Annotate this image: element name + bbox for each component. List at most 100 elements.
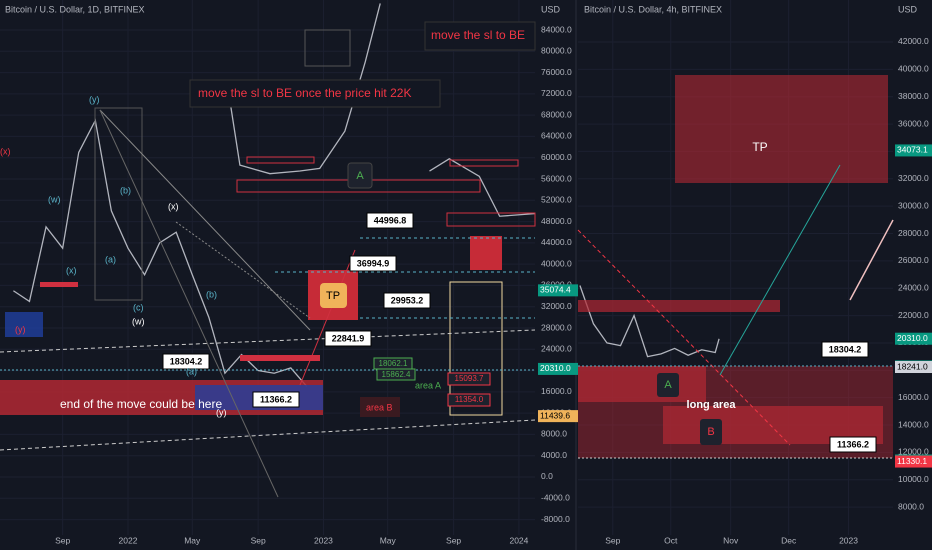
price-label: [538, 410, 578, 423]
x-tick-label: 2022: [119, 535, 138, 545]
y-tick-label: 22000.0: [898, 310, 929, 320]
note-box: [424, 21, 536, 51]
wave-label: (y): [89, 94, 100, 104]
label: TP: [326, 290, 340, 302]
note: move the sl to BE: [431, 28, 525, 42]
wave-label: (b): [120, 185, 131, 195]
y-tick-label: 12000.0: [898, 447, 929, 457]
zone: [40, 282, 78, 287]
callout: [447, 393, 491, 407]
label-box: [320, 283, 347, 308]
axis-label: USD: [898, 4, 918, 14]
trend: [719, 164, 841, 376]
y-tick-label: 36000.0: [898, 118, 929, 128]
callout: [383, 292, 431, 309]
label: TP: [752, 140, 767, 154]
y-tick-label: 40000.0: [898, 64, 929, 74]
zone: [449, 159, 519, 167]
callout-text: 18304.2: [170, 356, 203, 366]
trend: [0, 329, 536, 353]
price-line: [229, 3, 381, 175]
tp-zone: [675, 75, 888, 183]
y-tick-label: 32000.0: [541, 301, 572, 311]
note: end of the move could be here: [60, 397, 222, 411]
trend: [175, 221, 311, 319]
y-tick-label: 72000.0: [541, 88, 572, 98]
wave-label: (x): [168, 201, 179, 211]
price-label: [895, 332, 932, 345]
label-box: [347, 162, 373, 189]
zone: [246, 156, 315, 164]
zone: [578, 300, 780, 312]
y-tick-label: 8000.0: [898, 501, 924, 511]
price-label-text: 20310.0: [897, 333, 928, 343]
price-line: [579, 285, 720, 358]
chart-title: Bitcoin / U.S. Dollar, 1D, BITFINEX: [5, 4, 145, 14]
y-tick-label: 16000.0: [541, 386, 572, 396]
trend: [849, 219, 894, 301]
wave-label: (x): [0, 146, 11, 156]
wave-label: (y): [216, 407, 227, 417]
wave-label: (c): [133, 302, 144, 312]
y-tick-label: 38000.0: [898, 91, 929, 101]
x-tick-label: Sep: [55, 535, 70, 545]
label: area B: [366, 402, 393, 412]
trend: [99, 109, 279, 498]
price-label: [895, 144, 932, 157]
wave-label: (a): [186, 366, 197, 376]
price-label: [895, 455, 932, 468]
y-tick-label: 28000.0: [541, 322, 572, 332]
y-tick-label: 52000.0: [541, 195, 572, 205]
axis-label: USD: [541, 4, 561, 14]
y-tick-label: 48000.0: [541, 216, 572, 226]
trend: [299, 249, 356, 386]
y-tick-label: 0.0: [541, 471, 553, 481]
label: A: [664, 379, 672, 391]
callout: [162, 353, 210, 370]
zone: [449, 281, 503, 416]
callout-text: 11366.2: [837, 439, 869, 449]
y-tick-label: 64000.0: [541, 131, 572, 141]
note: move the sl to BE once the price hit 22K: [198, 86, 411, 100]
callout-text: 29953.2: [391, 295, 424, 305]
y-tick-label: 26000.0: [898, 255, 929, 265]
label-box: [657, 373, 679, 397]
y-tick-label: 84000.0: [541, 24, 572, 34]
y-tick-label: 40000.0: [541, 258, 572, 268]
callout: [366, 212, 414, 229]
label: A: [356, 170, 364, 182]
y-tick-label: 8000.0: [541, 429, 567, 439]
zone: [304, 29, 351, 67]
label-box: [700, 419, 722, 445]
callout: [376, 368, 416, 381]
callout: [349, 255, 397, 272]
callout-text: 18304.2: [829, 344, 862, 354]
label: long area: [687, 399, 737, 411]
callout: [821, 341, 869, 358]
x-tick-label: May: [184, 535, 201, 545]
y-tick-label: 4000.0: [541, 450, 567, 460]
label: B: [707, 426, 714, 438]
chart-title: Bitcoin / U.S. Dollar, 4h, BITFINEX: [584, 4, 722, 14]
callout-text: 15093.7: [455, 374, 484, 383]
wave-label: (y): [15, 324, 26, 334]
x-tick-label: Dec: [781, 535, 797, 545]
x-tick-label: 2024: [509, 535, 528, 545]
y-tick-label: 28000.0: [898, 228, 929, 238]
x-tick-label: Oct: [664, 535, 678, 545]
y-tick-label: 24000.0: [898, 282, 929, 292]
callout-text: 22841.9: [332, 333, 365, 343]
callout: [252, 391, 300, 408]
price-label-text: 11439.6: [540, 410, 570, 420]
y-tick-label: 44000.0: [541, 237, 572, 247]
wave-label: (w): [48, 194, 61, 204]
callout-text: 11366.2: [260, 394, 292, 404]
price-label-text: 34073.1: [897, 145, 928, 155]
y-tick-label: 32000.0: [898, 173, 929, 183]
y-tick-label: 24000.0: [541, 344, 572, 354]
zone: [360, 397, 400, 417]
zone: [446, 212, 536, 227]
y-tick-label: 14000.0: [898, 419, 929, 429]
price-label: [895, 361, 932, 374]
